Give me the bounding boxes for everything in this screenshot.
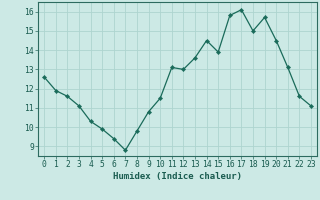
X-axis label: Humidex (Indice chaleur): Humidex (Indice chaleur) (113, 172, 242, 181)
